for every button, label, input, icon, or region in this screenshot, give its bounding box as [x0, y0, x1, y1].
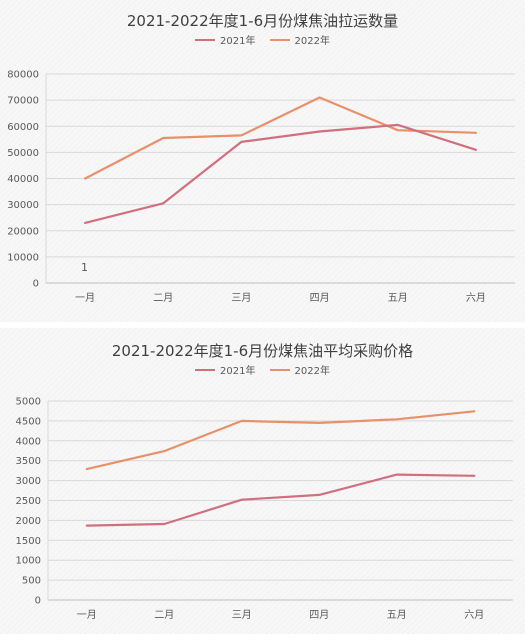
x-tick-label: 二月 [154, 609, 174, 621]
legend-swatch-series-2 [269, 38, 290, 41]
x-tick-label: 三月 [231, 292, 251, 304]
y-tick-label: 0 [33, 279, 39, 290]
legend-item-series-2: 2022年 [269, 362, 330, 377]
y-tick-label: 500 [22, 576, 41, 587]
chart-title: 2021-2022年度1-6月份煤焦油拉运数量 [126, 12, 399, 30]
y-tick-label: 1500 [16, 536, 41, 547]
legend-label-series-1: 2021年 [220, 36, 256, 47]
y-tick-label: 20000 [7, 226, 39, 237]
y-tick-label: 30000 [7, 200, 39, 211]
y-tick-label: 70000 [7, 96, 39, 107]
x-tick-label: 一月 [75, 292, 95, 304]
legend-label-series-1: 2021年 [220, 366, 256, 377]
series-line [85, 410, 476, 471]
chart-legend: 2021年 2022年 [0, 32, 525, 47]
x-tick-label: 二月 [153, 292, 173, 304]
series-line [83, 96, 477, 180]
panel-divider [0, 322, 525, 328]
chart-plot: 0 500 1000 1500 2000 2500 3000 3500 4000 4500 5000… [16, 397, 513, 621]
chart-panel-price: 2021-2022年度1-6月份煤焦油平均采购价格 2021年 2022年 0 5… [0, 328, 525, 634]
y-tick-label: 40000 [7, 174, 39, 185]
legend-swatch-series-1 [195, 368, 216, 371]
x-tick-label: 四月 [310, 292, 330, 304]
series-line [83, 123, 477, 224]
chart-legend: 2021年 2022年 [0, 362, 525, 377]
y-tick-label: 2000 [16, 516, 41, 527]
chart-title: 2021-2022年度1-6月份煤焦油平均采购价格 [111, 342, 414, 360]
y-tick-label: 50000 [7, 148, 39, 159]
series-line [85, 473, 476, 527]
x-tick-label: 六月 [464, 609, 484, 621]
legend-label-series-2: 2022年 [294, 366, 330, 377]
legend-swatch-series-2 [269, 368, 290, 371]
legend-item-series-2: 2022年 [269, 32, 330, 47]
chart-plot: 0 10000 20000 30000 40000 50000 60000 70000 8000… [7, 70, 515, 304]
y-tick-label: 1000 [16, 556, 41, 567]
x-tick-label: 一月 [77, 609, 97, 621]
x-tick-label: 三月 [232, 609, 252, 621]
legend-item-series-1: 2021年 [195, 362, 256, 377]
y-tick-label: 4000 [16, 436, 41, 447]
y-tick-label: 2500 [16, 496, 41, 507]
x-tick-label: 四月 [309, 609, 329, 621]
y-tick-label: 5000 [16, 397, 41, 408]
y-tick-label: 60000 [7, 122, 39, 133]
y-tick-label: 3500 [16, 456, 41, 467]
legend-item-series-1: 2021年 [195, 32, 256, 47]
x-tick-label: 六月 [466, 292, 486, 304]
x-tick-label: 五月 [388, 292, 408, 304]
y-tick-label: 10000 [7, 252, 39, 263]
y-tick-label: 80000 [7, 70, 39, 81]
y-tick-label: 0 [35, 596, 41, 607]
chart-panel-quantity: 2021-2022年度1-6月份煤焦油拉运数量 2021年 2022年 0 100… [0, 0, 525, 322]
y-tick-label: 4500 [16, 416, 41, 427]
y-tick-label: 3000 [16, 476, 41, 487]
legend-label-series-2: 2022年 [294, 36, 330, 47]
chart-annotation: 1 [81, 261, 88, 274]
x-tick-label: 五月 [387, 609, 407, 621]
legend-swatch-series-1 [195, 38, 216, 41]
